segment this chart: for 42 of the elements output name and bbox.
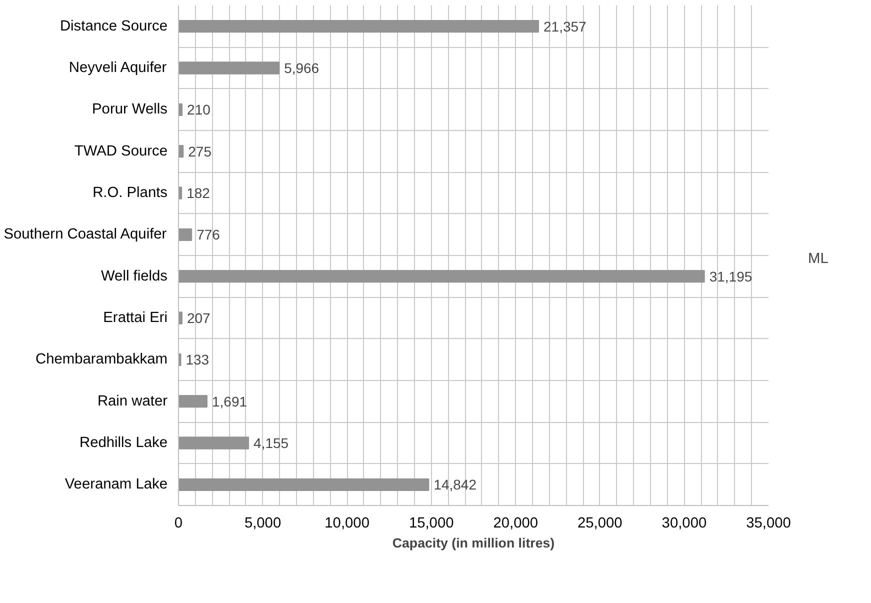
y-tick-label: Well fields bbox=[100, 268, 168, 284]
y-tick-label: Southern Coastal Aquifer bbox=[4, 226, 167, 243]
data-label: 275 bbox=[188, 143, 212, 160]
y-tick-label: Chembarambakkam bbox=[36, 352, 168, 368]
data-label: 1,691 bbox=[212, 393, 248, 410]
y-tick-label: Rain water bbox=[97, 393, 168, 410]
data-label: 210 bbox=[187, 102, 211, 118]
data-label: 21,357 bbox=[544, 18, 587, 34]
y-tick-label: Distance Source bbox=[60, 18, 168, 34]
x-tick-label: 20,000 bbox=[493, 516, 538, 532]
data-label: 133 bbox=[186, 352, 210, 368]
x-tick-label: 15,000 bbox=[408, 516, 454, 532]
y-tick-label: R.O. Plants bbox=[92, 185, 168, 201]
text: ML bbox=[808, 250, 828, 266]
data-label: 31,195 bbox=[709, 268, 752, 284]
bar bbox=[178, 312, 182, 324]
y-tick-label: Veeranam Lake bbox=[64, 476, 168, 493]
x-tick-label: 25,000 bbox=[578, 516, 622, 532]
bar bbox=[178, 270, 705, 283]
bar bbox=[178, 228, 192, 241]
data-label: 776 bbox=[196, 226, 220, 243]
y-tick-label: TWAD Source bbox=[74, 143, 168, 160]
data-label: 4,155 bbox=[254, 435, 289, 451]
y-tick-label: Neyveli Aquifer bbox=[68, 60, 167, 76]
x-axis-title: Capacity (in million litres) bbox=[392, 536, 555, 550]
x-tick-label: 30,000 bbox=[662, 516, 707, 532]
y-tick-label: Porur Wells bbox=[92, 102, 168, 118]
bar bbox=[178, 62, 280, 74]
y-tick-label: Redhills Lake bbox=[80, 435, 168, 451]
x-tick-label: 0 bbox=[174, 516, 183, 532]
bar bbox=[178, 395, 208, 408]
x-tick-label: 5,000 bbox=[244, 516, 282, 532]
y-tick-label: Erattai Eri bbox=[103, 310, 168, 326]
bar bbox=[178, 436, 250, 450]
bar bbox=[178, 20, 540, 33]
data-label: 5,966 bbox=[284, 60, 320, 76]
x-tick-label: 35,000 bbox=[746, 516, 791, 532]
bar bbox=[178, 478, 430, 491]
x-tick-label: 10,000 bbox=[324, 516, 370, 532]
data-label: 207 bbox=[186, 310, 211, 326]
data-label: 14,842 bbox=[434, 476, 477, 493]
data-label: 182 bbox=[186, 185, 210, 201]
